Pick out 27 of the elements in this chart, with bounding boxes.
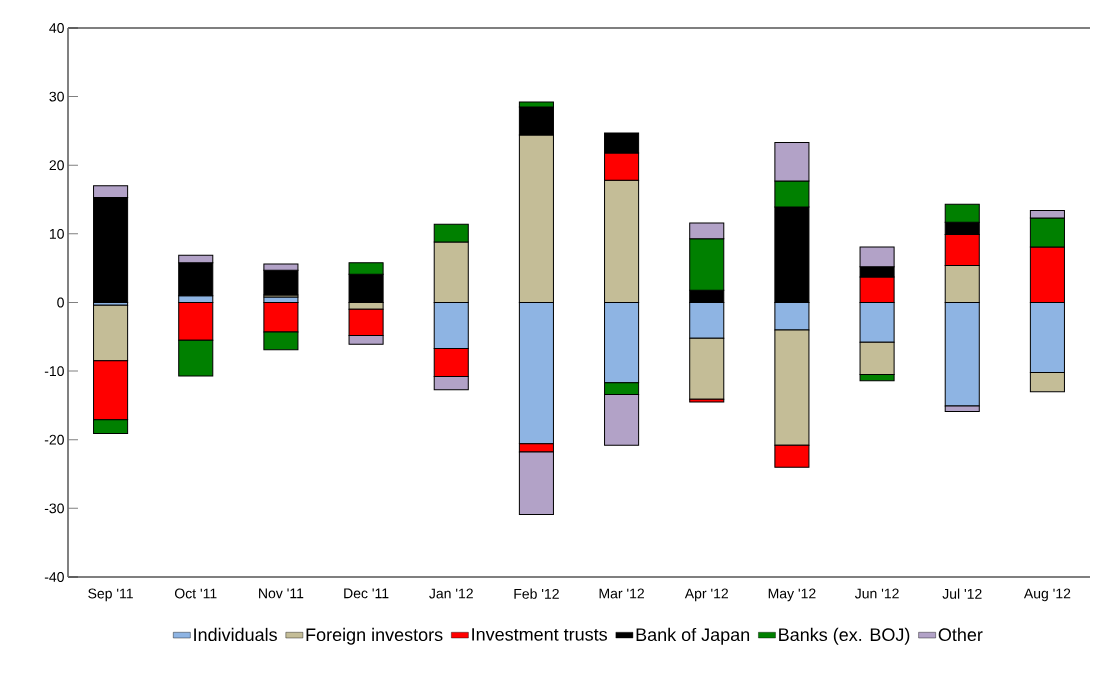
x-tick-label: Jun '12 bbox=[854, 588, 899, 599]
legend-label: Individuals bbox=[194, 627, 277, 642]
legend-label: Bank of Japan bbox=[636, 627, 750, 645]
x-tick-label: Dec '11 bbox=[344, 588, 389, 599]
y-tick-label: -20 bbox=[44, 434, 64, 445]
x-tick-label: Sep '11 bbox=[88, 588, 133, 602]
y-tick-label: 20 bbox=[49, 160, 64, 171]
x-tick-label: Aug '12 bbox=[1023, 588, 1071, 602]
y-tick-label: -40 bbox=[44, 572, 64, 582]
y-tick-label: 40 bbox=[49, 23, 64, 33]
x-tick-label: Nov '11 bbox=[259, 588, 304, 599]
x-tick-label: Oct '11 bbox=[174, 588, 217, 599]
y-tick-label: -10 bbox=[44, 366, 64, 377]
y-tick-label: 10 bbox=[49, 228, 64, 239]
legend-label: Other bbox=[938, 627, 983, 642]
y-tick-label: 30 bbox=[49, 91, 64, 102]
x-tick-label: Mar '12 bbox=[599, 588, 644, 599]
x-tick-label: Apr '12 bbox=[684, 588, 728, 602]
x-tick-label: Jan '12 bbox=[429, 588, 473, 599]
y-tick-label: 0 bbox=[57, 297, 64, 308]
x-tick-label: Feb '12 bbox=[514, 588, 559, 599]
x-tick-label: May '12 bbox=[768, 588, 816, 602]
x-tick-label: Jul '12 bbox=[942, 588, 982, 599]
y-tick-label: -30 bbox=[44, 503, 64, 514]
legend-label: Banks (ex. BOJ) bbox=[779, 627, 910, 645]
legend-label: Investment trusts bbox=[472, 628, 608, 641]
legend-label: Foreign investors bbox=[306, 627, 443, 645]
